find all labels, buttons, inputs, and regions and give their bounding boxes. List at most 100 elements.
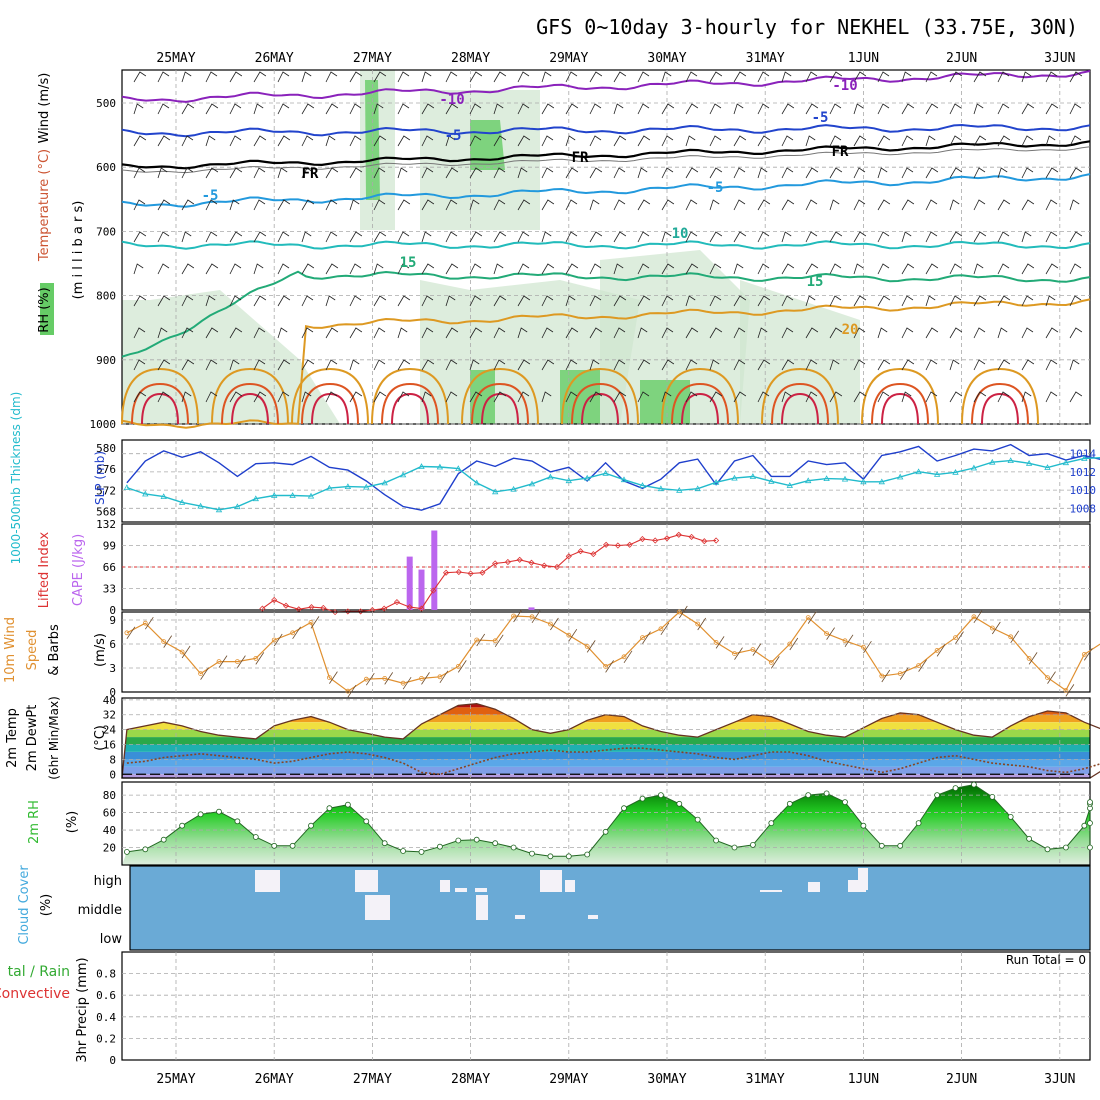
wind-barb (325, 295, 336, 307)
cloud-gap (515, 915, 525, 919)
wind-barb (157, 103, 170, 115)
pressure-tick: 700 (96, 225, 116, 238)
wind-barb (181, 263, 195, 275)
cape-tick: 132 (96, 518, 116, 531)
thickness-point (399, 471, 407, 478)
wind-barb (997, 135, 1011, 147)
thickness-point (142, 490, 149, 497)
wind-barb (253, 391, 267, 403)
cloud-gap (858, 868, 868, 890)
wind-barb (709, 391, 723, 403)
wind-barb (421, 71, 432, 83)
wind-barb (493, 103, 504, 115)
wind-barb (157, 71, 170, 83)
cloud-gap (355, 870, 378, 892)
wind-barb (853, 71, 867, 83)
rh-point (1087, 820, 1093, 826)
wind-barb (253, 359, 266, 371)
wind-barb (757, 263, 770, 275)
wind-barb (373, 167, 386, 179)
wind-barb (157, 135, 171, 147)
wind-barb (685, 199, 698, 211)
date-label-top: 1JUN (848, 51, 879, 66)
wind-barb (781, 199, 795, 211)
rh-tick: 60 (103, 807, 116, 820)
wind-barb (541, 359, 555, 371)
wind-barb (685, 71, 698, 83)
wind-speed-point (805, 615, 811, 620)
thickness-point (528, 480, 536, 487)
wind-barb (541, 231, 552, 243)
wind-speed-point (879, 673, 885, 679)
cape-tick: 66 (103, 561, 116, 574)
wind-barb (565, 199, 578, 211)
lifted-index-point (652, 537, 659, 544)
warm-bubble-contour (131, 382, 189, 425)
panel-side-label: RH (%) (37, 287, 52, 332)
wind-barb (661, 103, 675, 115)
wind-barb (277, 359, 291, 371)
rh-point (308, 822, 314, 829)
wind-barb (301, 231, 312, 243)
wind-barb (613, 327, 626, 339)
wind-barb (613, 231, 627, 243)
rh-point (952, 785, 959, 791)
rh-tick: 40 (103, 824, 116, 837)
wind-barb (853, 167, 866, 179)
rh-shade (600, 250, 750, 424)
wind-barb (531, 610, 541, 624)
wind-barb (685, 231, 698, 243)
thickness-point (805, 477, 812, 484)
wind-barb (1069, 263, 1082, 275)
rh-point (436, 843, 443, 850)
wind-tick: 3 (109, 662, 116, 675)
rh-legend-swatch (40, 283, 54, 335)
wind-barb (493, 199, 506, 211)
thickness-tick: 580 (96, 442, 116, 455)
wind-barb (325, 327, 339, 339)
wind-barb (853, 263, 864, 275)
rh-line (126, 784, 1091, 857)
wind-barb (517, 231, 530, 243)
contour-label: -5 (812, 110, 829, 126)
wind-barb (589, 103, 602, 115)
temp-band (122, 759, 1090, 767)
wind-barb (277, 231, 290, 243)
panel-side-label: 2m RH (27, 800, 42, 844)
wind-barb (397, 231, 410, 243)
wind-tick: 9 (109, 614, 116, 627)
lifted-index-point (406, 604, 413, 611)
date-label-top: 2JUN (946, 51, 977, 66)
warm-bubble-contour (871, 382, 929, 425)
wind-barb (229, 391, 243, 403)
wind-barb (181, 231, 192, 243)
wind-barb (757, 199, 771, 211)
date-label-bottom: 26MAY (255, 1072, 294, 1087)
wind-barb (469, 391, 483, 403)
wind-barb (292, 626, 301, 640)
temp-contour-10 (121, 240, 1091, 250)
lifted-index-point (639, 535, 646, 543)
rh-point (344, 801, 351, 808)
thickness-point (547, 473, 554, 480)
wind-barb (757, 103, 770, 115)
wind-barb (253, 103, 264, 115)
precip-tick: 0 (109, 1054, 116, 1067)
wind-barb (469, 295, 482, 307)
cloud-gap (808, 882, 820, 892)
date-label-top: 28MAY (451, 51, 490, 66)
wind-barb (733, 263, 744, 275)
wind-barb (805, 327, 819, 339)
wind-barb (877, 199, 891, 211)
thickness-point (933, 471, 941, 477)
wind-speed-point (419, 676, 424, 681)
thickness-point (897, 473, 904, 480)
wind-barb (301, 327, 314, 339)
wind-barb (397, 263, 410, 275)
wind-barb (709, 71, 723, 83)
wind-barb (205, 295, 216, 307)
wind-barb (493, 71, 507, 83)
wind-barb (997, 295, 1011, 307)
wind-barb (637, 135, 651, 147)
cloud-gap (540, 870, 562, 892)
